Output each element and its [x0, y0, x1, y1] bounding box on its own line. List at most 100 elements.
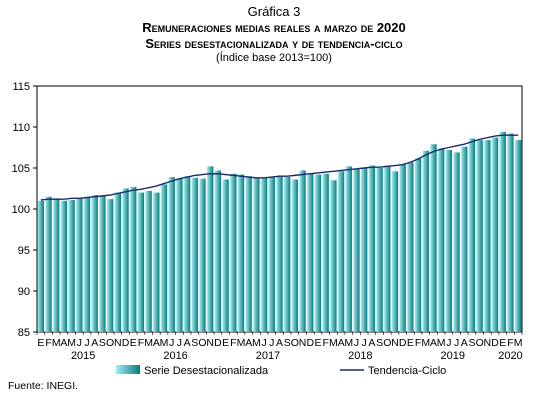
bar-2019-12: [491, 137, 499, 332]
x-month-label: O: [198, 337, 206, 349]
bar-2019-01: [407, 162, 414, 332]
x-month-label: J: [269, 337, 274, 349]
bar-2018-05: [345, 166, 352, 332]
bar-2015-05: [68, 199, 75, 332]
bar-2016-03: [145, 190, 152, 332]
x-year-label: 2017: [256, 350, 280, 362]
bar-2016-04: [153, 192, 160, 332]
x-month-label: S: [191, 337, 198, 349]
chart-title: Remuneraciones medias reales a marzo de …: [142, 20, 406, 35]
trend-line: [40, 134, 519, 201]
x-month-label: F: [415, 337, 421, 349]
x-month-label: E: [314, 337, 321, 349]
bar-2016-06: [168, 177, 175, 332]
y-tick-label: 105: [12, 163, 30, 175]
figure-label: Gráfica 3: [247, 4, 301, 19]
x-month-label: F: [138, 337, 144, 349]
x-month-label: O: [383, 337, 391, 349]
x-month-label: O: [291, 337, 299, 349]
x-month-label: S: [284, 337, 291, 349]
x-month-label: M: [344, 337, 353, 349]
x-month-label: E: [130, 337, 137, 349]
chart-subtitle: Series desestacionalizada y de tendencia…: [145, 36, 403, 51]
x-month-label: D: [122, 337, 130, 349]
bar-2015-12: [122, 188, 129, 332]
bar-2015-10: [106, 199, 114, 332]
x-year-label: 2016: [163, 350, 187, 362]
x-year-label: 2015: [71, 350, 95, 362]
bar-2018-10: [384, 165, 391, 332]
bar-2018-04: [337, 171, 345, 332]
x-month-label: O: [106, 337, 114, 349]
bar-2017-04: [245, 176, 252, 332]
bar-2018-07: [361, 168, 368, 332]
x-month-label: J: [169, 337, 174, 349]
x-month-label: F: [230, 337, 236, 349]
x-month-label: S: [376, 337, 383, 349]
x-month-label: A: [245, 337, 252, 349]
x-month-label: N: [391, 337, 399, 349]
bar-2020-01: [499, 131, 506, 332]
x-month-label: M: [160, 337, 169, 349]
x-month-label: E: [499, 337, 506, 349]
y-tick-label: 85: [18, 327, 30, 339]
bar-2019-08: [461, 146, 468, 332]
y-tick-label: 115: [12, 81, 30, 93]
x-month-label: A: [153, 337, 160, 349]
bar-2017-09: [284, 177, 291, 332]
bar-2015-03: [53, 198, 60, 332]
bar-2016-05: [160, 184, 168, 332]
x-month-label: A: [60, 337, 67, 349]
x-month-label: F: [322, 337, 328, 349]
y-tick-label: 110: [12, 122, 30, 134]
bar-2017-12: [307, 173, 314, 332]
bar-2019-07: [453, 152, 460, 332]
legend-label-trend: Tendencia-Ciclo: [368, 365, 446, 377]
bar-2018-01: [314, 174, 322, 332]
x-month-label: D: [491, 337, 499, 349]
x-month-label: M: [421, 337, 430, 349]
x-month-label: D: [214, 337, 222, 349]
x-month-label: D: [306, 337, 314, 349]
bar-2017-07: [268, 177, 275, 332]
bar-2016-11: [207, 166, 214, 332]
bar-2015-07: [83, 196, 91, 332]
bar-2015-01: [37, 200, 45, 332]
bar-2017-03: [237, 174, 245, 332]
bar-2019-06: [445, 149, 453, 332]
x-month-label: J: [77, 337, 82, 349]
bar-2018-12: [399, 163, 406, 332]
bar-2019-11: [484, 140, 491, 332]
x-month-label: F: [507, 337, 513, 349]
x-month-label: F: [45, 337, 51, 349]
x-month-label: E: [407, 337, 414, 349]
x-month-label: A: [368, 337, 375, 349]
x-month-label: D: [399, 337, 407, 349]
x-month-label: S: [468, 337, 475, 349]
bar-2018-08: [368, 165, 376, 332]
bar-2019-02: [414, 158, 422, 332]
x-month-label: J: [446, 337, 451, 349]
x-month-label: A: [184, 337, 191, 349]
x-year-label: 2020: [498, 350, 522, 362]
x-month-label: J: [177, 337, 182, 349]
legend-swatch-bars: [116, 365, 140, 374]
bar-2020-02: [507, 133, 514, 332]
y-tick-label: 100: [12, 204, 30, 216]
bar-2019-04: [430, 144, 437, 332]
bar-2018-03: [330, 180, 337, 332]
x-month-label: J: [354, 337, 359, 349]
x-month-label: M: [252, 337, 261, 349]
bar-2017-08: [276, 175, 283, 332]
bar-2015-02: [45, 196, 52, 332]
x-month-label: M: [329, 337, 338, 349]
x-month-label: M: [52, 337, 61, 349]
bar-2020-03: [514, 140, 522, 332]
x-month-label: J: [261, 337, 266, 349]
bar-2016-07: [176, 178, 183, 332]
legend-label-bars: Serie Desestacionalizada: [144, 365, 269, 377]
x-month-label: N: [299, 337, 307, 349]
source-note: Fuente: INEGI.: [8, 380, 79, 392]
bar-2017-05: [253, 177, 260, 332]
